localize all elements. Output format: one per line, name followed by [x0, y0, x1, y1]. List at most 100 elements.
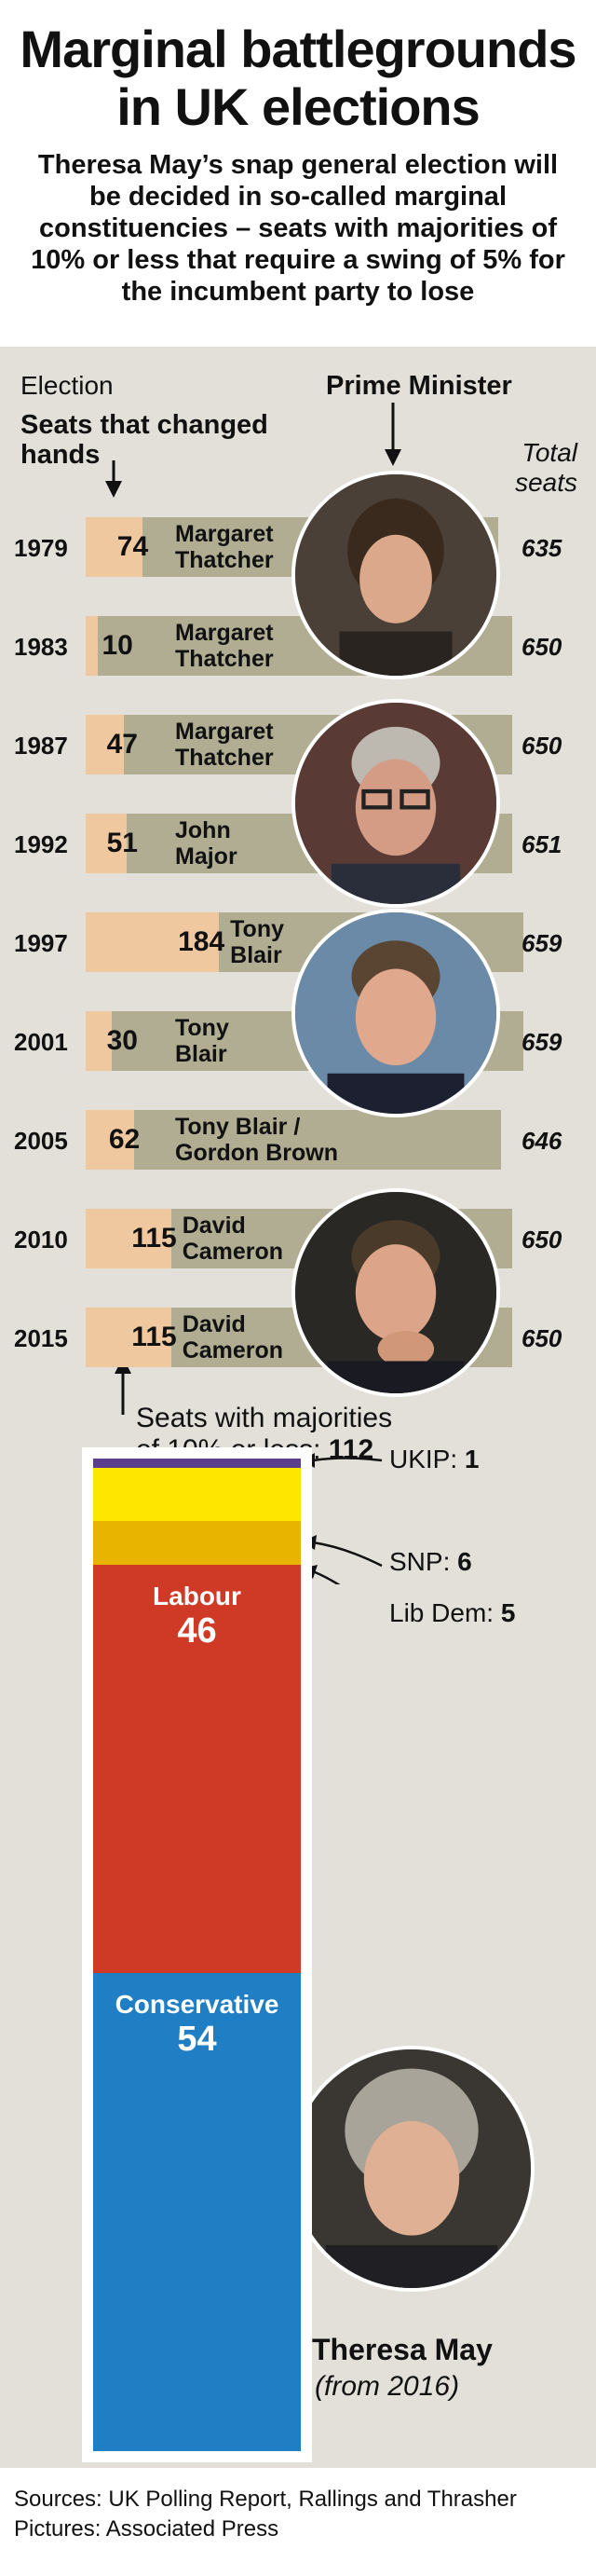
title-line-1: Marginal battlegrounds — [20, 20, 576, 78]
marginal-seats-stack: Conservative 54 Labour 46 — [82, 1447, 312, 2462]
pm-name-line: Tony — [175, 1015, 229, 1041]
pm-name-line: Tony Blair / — [175, 1114, 301, 1140]
pictures-credit: Pictures: Associated Press — [14, 2516, 279, 2542]
total-seats-value: 659 — [522, 1028, 562, 1056]
prime-minister-name: David Cameron — [183, 1213, 283, 1265]
segment-value: 46 — [177, 1611, 217, 1651]
stack-segment-lib-dem — [93, 1520, 301, 1566]
changed-seats-bar — [86, 517, 143, 577]
changed-seats-bar — [86, 1011, 113, 1071]
changed-seats-value: 10 — [102, 630, 133, 661]
pm-name-line: Blair — [230, 942, 282, 968]
changed-seats-value: 115 — [131, 1322, 177, 1352]
total-seats-bar — [86, 1110, 502, 1170]
seats-changed-label: Seats that changed hands — [20, 410, 268, 470]
legend-name: SNP: — [389, 1547, 458, 1576]
pm-name-line: Thatcher — [175, 646, 274, 672]
title-line-2: in UK elections — [116, 77, 481, 136]
prime-minister-label: Prime Minister — [326, 371, 512, 401]
election-year: 1987 — [14, 732, 68, 760]
total-seats-value: 651 — [522, 830, 562, 858]
seats-changed-line-1: Seats that changed — [20, 410, 268, 440]
portrait-photo — [291, 471, 500, 679]
changed-seats-value: 115 — [131, 1223, 177, 1254]
changed-seats-value: 74 — [116, 531, 149, 562]
total-seats-value: 635 — [522, 534, 562, 562]
pm-name-line: David — [182, 1311, 246, 1337]
header: Marginal battlegrounds in UK elections T… — [0, 0, 596, 347]
prime-minister-name: John Major — [175, 817, 237, 870]
election-year: 2015 — [14, 1324, 68, 1352]
pm-name-line: Thatcher — [175, 547, 274, 573]
election-year: 1992 — [14, 830, 68, 858]
changed-seats-value: 184 — [178, 926, 225, 957]
election-year: 2001 — [14, 1028, 68, 1056]
changed-seats-bar — [86, 912, 220, 972]
legend-name: UKIP: — [389, 1445, 465, 1473]
election-year: 1997 — [14, 929, 68, 957]
stack-segment-ukip — [93, 1459, 301, 1468]
legend-value: 1 — [464, 1445, 480, 1473]
total-line-2: seats — [515, 468, 577, 497]
legend-name: Lib Dem: — [389, 1598, 501, 1627]
portrait-photo — [291, 699, 500, 908]
footer: Sources: UK Polling Report, Rallings and… — [0, 2468, 596, 2576]
pm-name-line: Gordon Brown — [175, 1140, 338, 1166]
pm-name-line: David — [182, 1213, 246, 1239]
prime-minister-name: Tony Blair / Gordon Brown — [175, 1114, 338, 1166]
legend-value: 5 — [500, 1598, 516, 1627]
total-seats-label: Total seats — [503, 438, 577, 498]
changed-seats-value: 51 — [106, 828, 138, 858]
prime-minister-name: Margaret Thatcher — [175, 620, 274, 672]
total-seats-value: 646 — [522, 1127, 562, 1155]
pm-name-line: Thatcher — [175, 745, 274, 771]
segment-name: Conservative — [115, 1989, 279, 2019]
stack-segment-conservative — [93, 1972, 301, 2451]
portrait-icon — [295, 474, 496, 676]
segment-label: Conservative 54 — [93, 1990, 301, 2060]
election-year: 1983 — [14, 633, 68, 661]
prime-minister-name: Margaret Thatcher — [175, 521, 274, 573]
pm-name-line: John — [175, 817, 231, 843]
stack-segment-snp — [93, 1467, 301, 1521]
changed-seats-value: 62 — [108, 1124, 141, 1155]
prime-minister-name: Tony Blair — [230, 916, 284, 968]
legend-entry: SNP: 6 — [389, 1547, 472, 1577]
legend-entry: Lib Dem: 5 — [389, 1598, 515, 1628]
marginal-line-1: Seats with majorities — [136, 1403, 393, 1433]
stack-segment-labour — [93, 1565, 301, 1973]
pm-name-line: Margaret — [175, 521, 274, 547]
legend-value: 6 — [457, 1547, 472, 1576]
election-label: Election — [20, 371, 114, 400]
theresa-may-name: Theresa May — [312, 2333, 493, 2366]
prime-minister-name: David Cameron — [183, 1311, 283, 1363]
left-arrow-icon — [302, 1565, 341, 1584]
prime-minister-name: Tony Blair — [175, 1015, 229, 1067]
title: Marginal battlegrounds in UK elections — [0, 21, 596, 136]
legend-entry: UKIP: 1 — [389, 1445, 480, 1474]
segment-value: 54 — [177, 2019, 217, 2059]
sources-text: Sources: UK Polling Report, Rallings and… — [14, 2487, 517, 2512]
total-seats-value: 659 — [522, 929, 562, 957]
changed-seats-bar — [86, 616, 99, 676]
total-seats-value: 650 — [522, 732, 562, 760]
pm-name-line: Margaret — [175, 719, 274, 745]
segment-name: Labour — [153, 1582, 241, 1611]
changed-seats-bar — [86, 715, 125, 774]
portrait-photo — [291, 1188, 500, 1397]
prime-minister-name: Margaret Thatcher — [175, 719, 274, 771]
pm-name-line: Major — [175, 843, 237, 870]
pm-name-line: Margaret — [175, 620, 274, 646]
segment-label: Labour 46 — [93, 1582, 301, 1651]
changed-seats-bar — [86, 1308, 171, 1367]
changed-seats-value: 30 — [106, 1025, 138, 1056]
portrait-icon — [292, 2049, 531, 2288]
portrait-icon — [295, 703, 496, 904]
theresa-may-note: (from 2016) — [315, 2371, 460, 2402]
portrait-photo — [291, 909, 500, 1117]
total-line-1: Total — [522, 438, 577, 467]
marginal-total-value: 112 — [328, 1434, 374, 1465]
portrait-icon — [295, 1192, 496, 1393]
subtitle: Theresa May’s snap general election will… — [31, 150, 565, 307]
total-seats-value: 650 — [522, 1324, 562, 1352]
